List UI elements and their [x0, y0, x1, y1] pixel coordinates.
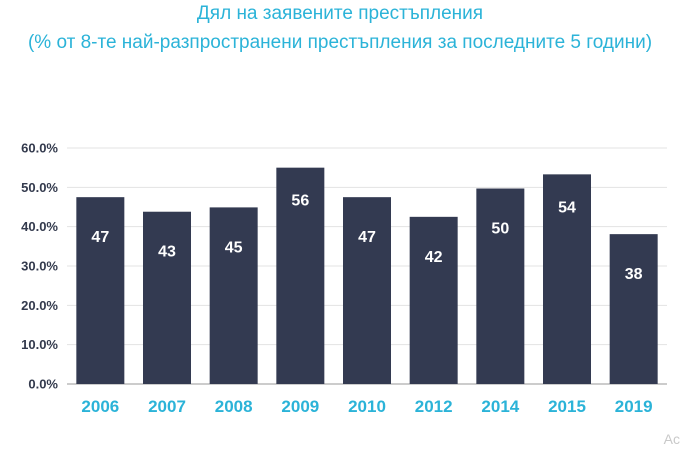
bar — [609, 234, 658, 384]
y-tick-label: 0.0% — [28, 377, 58, 392]
x-tick-label: 2015 — [548, 397, 586, 416]
y-tick-label: 20.0% — [21, 298, 58, 313]
x-tick-label: 2008 — [215, 397, 253, 416]
bar — [143, 211, 191, 384]
bar — [476, 188, 525, 384]
data-label: 47 — [358, 229, 376, 246]
y-tick-label: 30.0% — [21, 259, 58, 274]
data-label: 56 — [291, 193, 309, 210]
x-tick-label: 2009 — [281, 397, 319, 416]
data-label: 54 — [558, 199, 576, 216]
x-tick-label: 2006 — [81, 397, 119, 416]
bar — [343, 197, 391, 384]
x-tick-label: 2007 — [148, 397, 186, 416]
data-label: 47 — [91, 229, 109, 246]
y-tick-label: 10.0% — [21, 337, 58, 352]
data-label: 42 — [425, 249, 443, 266]
bar — [409, 216, 458, 384]
bar — [543, 174, 591, 384]
bar — [276, 167, 325, 384]
data-label: 45 — [225, 239, 243, 256]
corner-watermark-text: Ac — [663, 431, 680, 447]
bar — [209, 207, 258, 384]
x-tick-label: 2012 — [415, 397, 453, 416]
chart-subtitle: (% от 8-те най-разпространени престъплен… — [27, 32, 653, 53]
data-label: 38 — [625, 266, 643, 283]
y-tick-label: 50.0% — [21, 180, 58, 195]
chart-title: Дял на заявените престъпления — [196, 3, 484, 24]
x-tick-label: 2014 — [481, 397, 519, 416]
y-tick-label: 40.0% — [21, 219, 58, 234]
bar — [76, 197, 125, 384]
x-tick-label: 2010 — [348, 397, 386, 416]
data-label: 43 — [158, 244, 176, 261]
x-tick-label: 2019 — [615, 397, 653, 416]
y-tick-label: 60.0% — [21, 141, 58, 156]
data-label: 50 — [491, 221, 509, 238]
